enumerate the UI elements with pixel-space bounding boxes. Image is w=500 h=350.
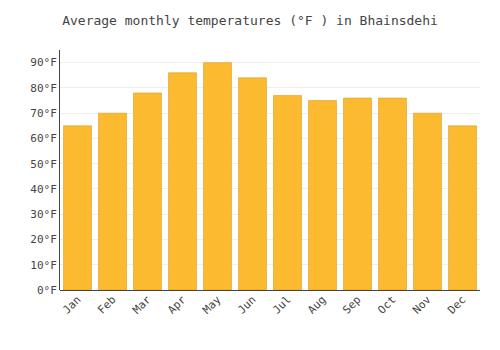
svg-text:90°F: 90°F [30,56,57,69]
svg-text:Aug: Aug [305,293,328,316]
svg-text:Dec: Dec [445,293,468,316]
svg-text:Nov: Nov [410,293,434,317]
svg-text:10°F: 10°F [30,259,57,272]
svg-text:80°F: 80°F [30,82,57,95]
svg-text:Jul: Jul [270,293,293,316]
svg-text:May: May [200,293,224,317]
svg-text:Sep: Sep [340,293,363,316]
svg-text:Apr: Apr [165,293,189,317]
svg-text:Average monthly temperatures (: Average monthly temperatures (°F ) in Bh… [62,13,438,28]
svg-text:Jan: Jan [60,293,83,316]
svg-text:0°F: 0°F [37,284,57,297]
svg-text:Mar: Mar [130,293,154,317]
svg-text:Feb: Feb [95,293,118,316]
svg-text:Jun: Jun [235,293,258,316]
svg-text:30°F: 30°F [30,208,57,221]
svg-text:50°F: 50°F [30,158,57,171]
svg-text:60°F: 60°F [30,132,57,145]
svg-text:20°F: 20°F [30,233,57,246]
svg-text:40°F: 40°F [30,183,57,196]
svg-text:Oct: Oct [375,293,398,316]
svg-text:70°F: 70°F [30,107,57,120]
